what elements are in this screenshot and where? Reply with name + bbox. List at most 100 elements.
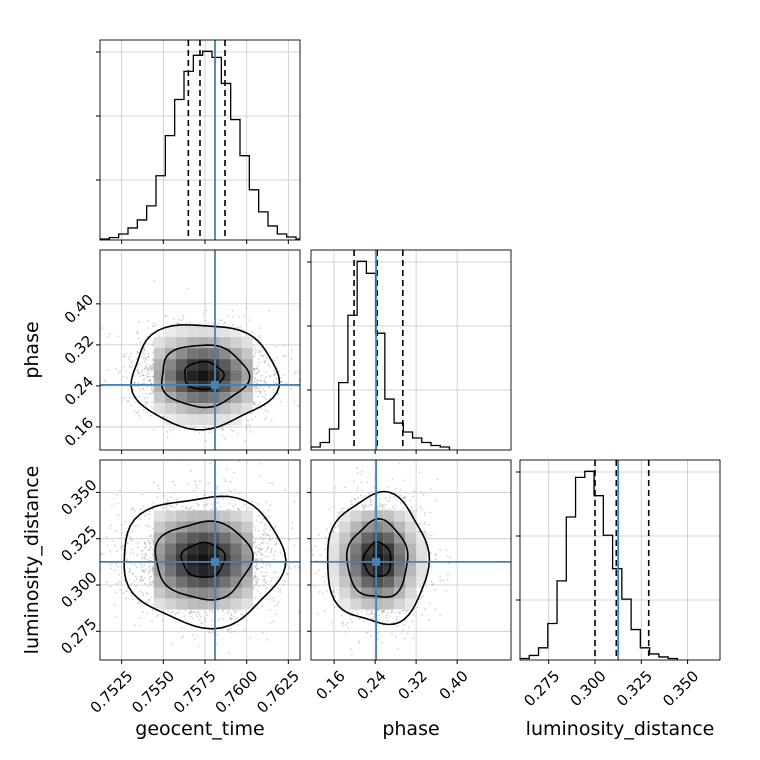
sample-point bbox=[146, 366, 148, 369]
sample-point bbox=[117, 514, 120, 517]
sample-point bbox=[172, 318, 175, 320]
sample-point bbox=[130, 562, 133, 565]
sample-point bbox=[110, 567, 112, 570]
sample-point bbox=[254, 571, 257, 574]
sample-point bbox=[264, 555, 267, 558]
sample-point bbox=[197, 635, 199, 637]
sample-point bbox=[204, 617, 207, 620]
sample-point bbox=[260, 407, 263, 410]
sample-point bbox=[256, 581, 258, 583]
sample-point bbox=[244, 335, 247, 337]
sample-point bbox=[111, 503, 113, 506]
sample-point bbox=[253, 541, 256, 543]
sample-point bbox=[245, 427, 248, 430]
sample-point bbox=[219, 319, 221, 322]
sample-point bbox=[128, 571, 131, 574]
contour-line bbox=[160, 344, 251, 409]
sample-point bbox=[145, 367, 147, 370]
sample-point bbox=[152, 428, 155, 431]
sample-point bbox=[269, 535, 271, 537]
sample-point bbox=[257, 578, 259, 580]
sample-point bbox=[265, 416, 267, 419]
sample-point bbox=[107, 369, 110, 371]
sample-point bbox=[259, 351, 262, 353]
sample-point bbox=[255, 372, 257, 375]
sample-point bbox=[147, 368, 150, 370]
density-cell bbox=[186, 348, 198, 360]
sample-point bbox=[282, 554, 285, 557]
sample-point bbox=[144, 403, 147, 406]
sample-point bbox=[143, 397, 146, 400]
sample-point bbox=[194, 610, 196, 613]
sample-point bbox=[275, 382, 278, 385]
sample-point bbox=[256, 590, 259, 592]
sample-point bbox=[193, 426, 196, 429]
density-cell bbox=[230, 381, 242, 393]
sample-point bbox=[185, 507, 187, 510]
sample-point bbox=[221, 427, 224, 429]
density-cell bbox=[241, 359, 253, 371]
sample-point bbox=[144, 357, 147, 360]
density-cell bbox=[219, 348, 231, 360]
sample-point bbox=[206, 614, 209, 616]
sample-point bbox=[293, 401, 296, 403]
sample-point bbox=[232, 323, 234, 326]
density-cell bbox=[219, 381, 231, 393]
sample-point bbox=[267, 555, 270, 558]
sample-point bbox=[171, 643, 174, 646]
sample-point bbox=[128, 358, 131, 361]
sample-point bbox=[131, 539, 134, 542]
sample-point bbox=[158, 335, 161, 337]
sample-point bbox=[145, 568, 148, 571]
sample-point bbox=[164, 506, 167, 509]
sample-point bbox=[277, 601, 280, 604]
sample-point bbox=[266, 534, 268, 536]
density-cell bbox=[164, 337, 176, 349]
density-cell bbox=[186, 403, 198, 415]
sample-point bbox=[276, 393, 279, 396]
sample-point bbox=[297, 404, 300, 407]
sample-point bbox=[137, 338, 140, 340]
sample-point bbox=[158, 487, 161, 490]
sample-point bbox=[115, 562, 117, 565]
density-cell bbox=[186, 337, 198, 349]
sample-point bbox=[253, 377, 256, 380]
sample-point bbox=[146, 375, 149, 378]
sample-point bbox=[147, 379, 150, 382]
sample-point bbox=[139, 375, 141, 378]
sample-point bbox=[136, 412, 138, 414]
sample-point bbox=[137, 411, 140, 413]
sample-point bbox=[215, 502, 218, 504]
sample-point bbox=[143, 555, 146, 558]
density-cell bbox=[219, 403, 231, 415]
sample-point bbox=[163, 494, 165, 497]
sample-point bbox=[262, 349, 265, 352]
sample-point bbox=[146, 525, 149, 528]
density-cell bbox=[230, 403, 242, 415]
sample-point bbox=[278, 370, 280, 373]
sample-point bbox=[114, 368, 117, 370]
sample-point bbox=[260, 462, 262, 465]
density-cell bbox=[197, 359, 209, 371]
sample-point bbox=[166, 436, 169, 439]
sample-point bbox=[149, 543, 152, 545]
sample-point bbox=[272, 482, 274, 485]
sample-point bbox=[122, 355, 125, 357]
sample-point bbox=[203, 504, 205, 507]
sample-point bbox=[286, 573, 289, 576]
sample-point bbox=[253, 551, 256, 554]
sample-point bbox=[180, 627, 183, 630]
sample-point bbox=[255, 387, 258, 390]
sample-point bbox=[272, 373, 275, 376]
sample-point bbox=[270, 551, 272, 554]
sample-point bbox=[256, 372, 258, 374]
sample-point bbox=[123, 580, 126, 582]
sample-point bbox=[259, 552, 262, 554]
sample-point bbox=[144, 552, 147, 555]
density-cell bbox=[164, 359, 176, 371]
sample-point bbox=[150, 385, 153, 388]
sample-point bbox=[166, 430, 168, 433]
sample-point bbox=[272, 571, 275, 574]
sample-point bbox=[259, 401, 262, 403]
sample-point bbox=[138, 371, 141, 374]
